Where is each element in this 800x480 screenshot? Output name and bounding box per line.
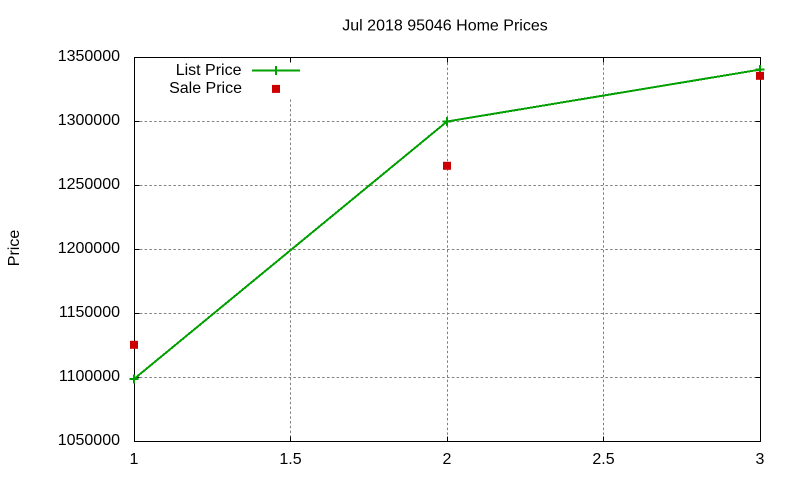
svg-text:1300000: 1300000 [58,112,120,129]
svg-text:2.5: 2.5 [592,451,614,468]
svg-text:1050000: 1050000 [58,432,120,449]
svg-text:1200000: 1200000 [58,240,120,257]
svg-text:1: 1 [130,451,139,468]
svg-text:1.5: 1.5 [279,451,301,468]
svg-text:Sale Price: Sale Price [169,80,242,97]
svg-text:List Price: List Price [176,62,242,79]
svg-text:1150000: 1150000 [59,304,120,321]
svg-text:1350000: 1350000 [58,48,120,65]
svg-text:Price: Price [6,230,23,267]
svg-text:1250000: 1250000 [58,176,120,193]
svg-text:3: 3 [756,451,765,468]
svg-text:2: 2 [443,451,452,468]
svg-text:Jul 2018 95046 Home Prices: Jul 2018 95046 Home Prices [342,18,547,35]
svg-text:1100000: 1100000 [59,368,120,385]
